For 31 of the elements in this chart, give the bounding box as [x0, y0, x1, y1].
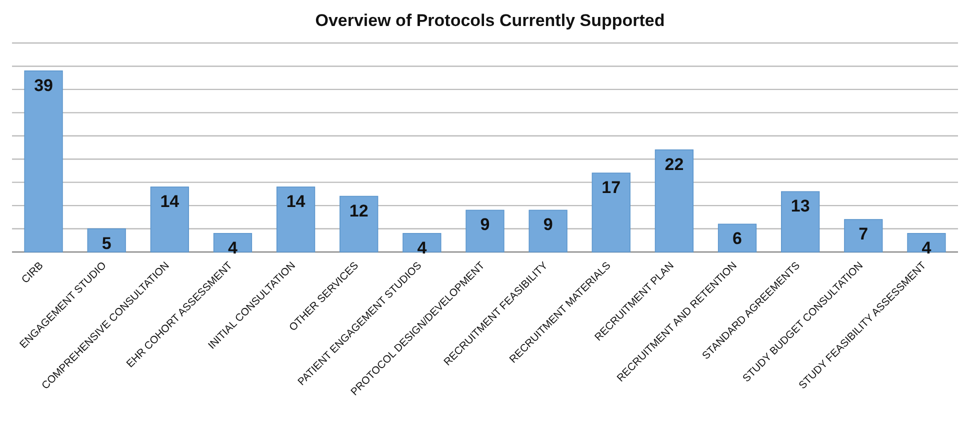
data-label: 12 — [349, 201, 368, 220]
data-label: 13 — [790, 196, 810, 216]
data-label: 17 — [602, 178, 621, 198]
bar — [150, 186, 189, 252]
data-label: 14 — [286, 192, 306, 211]
bar — [781, 191, 820, 252]
data-label: 9 — [480, 215, 490, 234]
data-label: 14 — [160, 192, 180, 211]
bar — [466, 210, 504, 252]
data-label: 7 — [858, 224, 868, 244]
bar — [718, 224, 757, 252]
bar — [592, 172, 630, 252]
bar — [402, 233, 442, 252]
bar — [276, 186, 316, 252]
bar — [654, 149, 694, 252]
data-label: 39 — [34, 76, 53, 95]
bar — [24, 70, 63, 252]
bar — [340, 196, 378, 252]
data-label: 9 — [543, 215, 553, 234]
data-label: 6 — [732, 229, 742, 248]
bar — [528, 210, 568, 252]
bar — [87, 228, 126, 252]
data-label: 5 — [102, 234, 112, 253]
data-label: 4 — [228, 238, 238, 258]
bar — [844, 219, 883, 252]
bar — [213, 233, 252, 252]
data-label: 4 — [922, 238, 932, 258]
chart-title: Overview of Protocols Currently Supported — [315, 11, 665, 30]
data-label: 4 — [417, 238, 428, 258]
data-label: 22 — [664, 154, 684, 174]
bar — [907, 233, 946, 252]
